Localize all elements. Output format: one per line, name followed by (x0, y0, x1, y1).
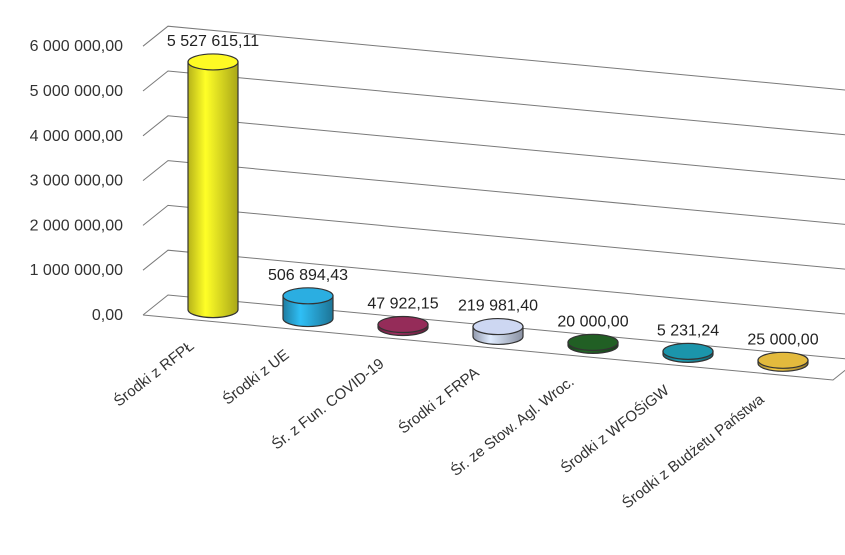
bar (187, 53, 239, 319)
data-label: 47 922,15 (367, 295, 438, 312)
data-label: 5 527 615,11 (167, 33, 259, 50)
bar (377, 315, 429, 337)
bars (187, 53, 809, 372)
bar (567, 333, 619, 354)
axes (142, 314, 845, 381)
gridlines (142, 25, 845, 360)
data-label: 20 000,00 (557, 313, 628, 330)
gridline (142, 294, 845, 360)
data-label: 5 231,24 (657, 322, 719, 339)
y-tick-label: 6 000 000,00 (30, 38, 124, 55)
y-tick-label: 3 000 000,00 (30, 173, 124, 190)
x-axis-floor (142, 314, 845, 381)
x-tick-label: Środki z WFOŚiGW (557, 381, 673, 477)
y-axis-tick-labels: 0,00 1 000 000,00 2 000 000,00 3 000 000,00… (30, 38, 124, 324)
y-tick-label: 2 000 000,00 (30, 217, 124, 234)
x-tick-label: Środki z FRPA (395, 363, 483, 437)
bar (472, 317, 524, 346)
gridline (142, 115, 845, 181)
y-tick-label: 4 000 000,00 (30, 128, 124, 145)
gridline (142, 70, 845, 136)
data-labels: 5 527 615,11 506 894,43 47 922,15 219 981,4… (167, 33, 819, 348)
x-tick-label: Śr. z Fun. COVID-19 (268, 354, 387, 453)
gridline (142, 160, 845, 225)
data-label: 219 981,40 (458, 298, 538, 315)
x-tick-label: Środki z RFPŁ (110, 337, 197, 411)
bar (282, 287, 334, 328)
gridline (142, 249, 845, 315)
gridline (142, 204, 845, 270)
y-tick-label: 1 000 000,00 (30, 262, 124, 279)
bar (757, 351, 809, 372)
gridline (142, 25, 845, 91)
bar (662, 342, 714, 363)
y-tick-label: 0,00 (92, 307, 123, 324)
x-tick-label: Środki z UE (219, 346, 292, 409)
data-label: 25 000,00 (747, 331, 818, 348)
y-tick-label: 5 000 000,00 (30, 83, 124, 100)
data-label: 506 894,43 (268, 267, 348, 284)
